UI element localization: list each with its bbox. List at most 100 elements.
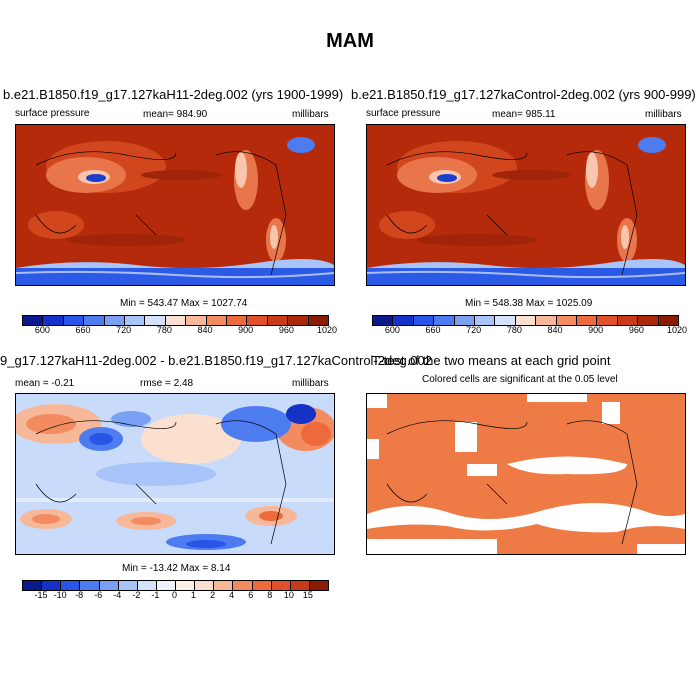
panel3-minmax: Min = -13.42 Max = 8.14 — [122, 563, 231, 574]
colorbar-swatch — [475, 316, 496, 325]
panel4-title: T-test of the two means at each grid poi… — [372, 353, 611, 368]
colorbar-swatch — [658, 316, 679, 325]
colorbar-swatch — [84, 316, 105, 325]
colorbar-tick-label: -4 — [113, 590, 122, 600]
colorbar-tick-label: 0 — [171, 590, 178, 600]
colorbar-swatch — [227, 316, 248, 325]
colorbar-tick-label: 960 — [278, 325, 294, 335]
colorbar-swatch — [99, 581, 119, 590]
colorbar-tick-label: 960 — [628, 325, 644, 335]
panel1-map-field — [16, 125, 334, 285]
colorbar-swatch — [393, 316, 414, 325]
panel1-units-label: millibars — [292, 109, 329, 120]
colorbar-tick-label: 15 — [302, 590, 313, 600]
colorbar-tick-label: 720 — [466, 325, 482, 335]
colorbar-tick-label: 4 — [229, 590, 235, 600]
colorbar-swatch — [597, 316, 618, 325]
colorbar-swatch — [308, 316, 329, 325]
colorbar-swatch — [195, 581, 215, 590]
colorbar-tick-label: 840 — [547, 325, 563, 335]
colorbar-bottom — [22, 580, 329, 591]
panel3-map-field — [16, 394, 334, 554]
colorbar-swatch — [80, 581, 100, 590]
panel2-minmax: Min = 548.38 Max = 1025.09 — [465, 298, 593, 309]
colorbar-swatch — [290, 581, 310, 590]
panel2-map — [366, 124, 686, 286]
colorbar-tick-label: 900 — [238, 325, 254, 335]
panel1-mean-label: mean= 984.90 — [143, 109, 208, 120]
colorbar-swatch — [271, 581, 291, 590]
colorbar-tick-label: 2 — [210, 590, 216, 600]
panel3-rmse-label: rmse = 2.48 — [140, 378, 194, 389]
colorbar-tick-label: 600 — [34, 325, 50, 335]
panel2-title: b.e21.B1850.f19_g17.127kaControl-2deg.00… — [351, 87, 696, 102]
figure-title: MAM — [326, 30, 374, 52]
panel4-subtitle: Colored cells are significant at the 0.0… — [422, 374, 618, 385]
colorbar-swatch — [186, 316, 207, 325]
colorbar-swatch — [206, 316, 228, 325]
colorbar-tick-label: 780 — [156, 325, 172, 335]
colorbar-tick-label: 1020 — [666, 325, 688, 335]
panel2-mean-label: mean= 985.11 — [492, 109, 556, 120]
colorbar-swatch — [577, 316, 598, 325]
panel1-minmax: Min = 543.47 Max = 1027.74 — [120, 298, 248, 309]
colorbar-top-right-ticks: 600 660 720 780 840 900 960 1020 — [372, 325, 687, 337]
panel1-title: b.e21.B1850.f19_g17.127kaH11-2deg.002 (y… — [3, 87, 344, 102]
colorbar-tick-label: 6 — [248, 590, 254, 600]
colorbar-top-right — [372, 315, 679, 326]
colorbar-tick-label: -15 — [34, 590, 48, 600]
colorbar-swatch — [137, 581, 157, 590]
colorbar-swatch — [145, 316, 166, 325]
colorbar-swatch — [247, 316, 268, 325]
colorbar-swatch — [43, 316, 64, 325]
colorbar-swatch — [373, 316, 394, 325]
colorbar-tick-label: 8 — [267, 590, 273, 600]
colorbar-tick-label: 600 — [384, 325, 400, 335]
colorbar-swatch — [165, 316, 187, 325]
panel2-map-field — [367, 125, 685, 285]
colorbar-tick-label: -8 — [75, 590, 84, 600]
colorbar-tick-label: 10 — [283, 590, 294, 600]
colorbar-swatch — [156, 581, 176, 590]
colorbar-tick-label: 1 — [191, 590, 197, 600]
panel3-map — [15, 393, 335, 555]
colorbar-swatch — [309, 581, 328, 590]
panel1-map — [15, 124, 335, 286]
colorbar-swatch — [104, 316, 126, 325]
colorbar-top-left-ticks: 600 660 720 780 840 900 960 1020 — [22, 325, 337, 337]
colorbar-swatch — [23, 316, 44, 325]
colorbar-swatch — [125, 316, 146, 325]
colorbar-swatch — [252, 581, 272, 590]
colorbar-swatch — [515, 316, 537, 325]
colorbar-tick-label: 660 — [425, 325, 441, 335]
colorbar-swatch — [556, 316, 578, 325]
colorbar-swatch — [638, 316, 659, 325]
colorbar-swatch — [176, 581, 196, 590]
colorbar-swatch — [495, 316, 516, 325]
colorbar-tick-label: -2 — [132, 590, 141, 600]
colorbar-swatch — [267, 316, 289, 325]
colorbar-swatch — [434, 316, 455, 325]
colorbar-tick-label: 900 — [588, 325, 604, 335]
colorbar-tick-label: 780 — [506, 325, 522, 335]
colorbar-bottom-ticks: -15 -10 -8 -6 -4 -2 -1 0 1 2 4 6 8 10 15 — [22, 590, 327, 602]
panel1-variable-label: surface pressure — [15, 108, 90, 119]
panel4-map-field — [367, 394, 685, 554]
colorbar-tick-label: 840 — [197, 325, 213, 335]
colorbar-swatch — [23, 581, 43, 590]
colorbar-tick-label: -1 — [151, 590, 160, 600]
colorbar-tick-label: 720 — [116, 325, 132, 335]
colorbar-tick-label: 1020 — [316, 325, 338, 335]
colorbar-tick-label: -10 — [53, 590, 67, 600]
colorbar-tick-label: 660 — [75, 325, 91, 335]
colorbar-swatch — [63, 316, 85, 325]
panel3-units-label: millibars — [292, 378, 329, 389]
colorbar-swatch — [288, 316, 309, 325]
colorbar-swatch — [118, 581, 138, 590]
panel2-variable-label: surface pressure — [366, 108, 441, 119]
colorbar-swatch — [42, 581, 62, 590]
colorbar-swatch — [233, 581, 253, 590]
colorbar-swatch — [61, 581, 81, 590]
colorbar-tick-label: -6 — [94, 590, 103, 600]
panel2-units-label: millibars — [645, 109, 682, 120]
